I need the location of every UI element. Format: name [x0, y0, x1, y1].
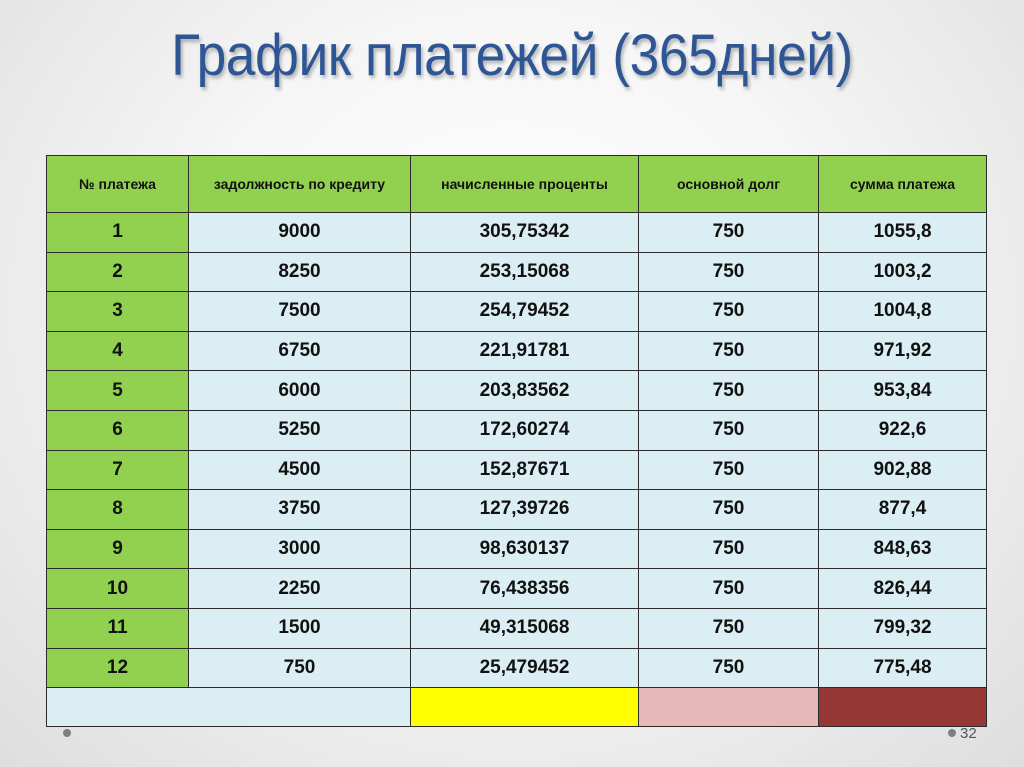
loan-balance-cell: 1500	[188, 607, 411, 649]
accrued-interest-cell: 76,438356	[410, 568, 639, 609]
footer-blank-cell	[46, 687, 411, 728]
payment-number-cell: 9	[46, 528, 189, 570]
payment-amount-cell: 799,32	[818, 607, 987, 649]
table-row: 8 3750 127,39726 750 877,4	[46, 489, 987, 530]
payment-schedule-table: № платежа задолжность по кредиту начисле…	[46, 155, 987, 728]
payment-number-cell: 3	[46, 291, 189, 332]
accrued-interest-cell: 98,630137	[410, 528, 639, 570]
loan-balance-cell: 5250	[188, 409, 411, 451]
payment-amount-cell: 953,84	[818, 370, 987, 411]
header-payment-number: № платежа	[46, 155, 189, 213]
accrued-interest-cell: 25,479452	[410, 647, 639, 689]
principal-cell: 750	[638, 370, 819, 411]
payment-amount-cell: 1055,8	[818, 212, 987, 253]
table-row: 9 3000 98,630137 750 848,63	[46, 528, 987, 570]
loan-balance-cell: 6000	[188, 370, 411, 411]
payment-number-cell: 4	[46, 330, 189, 372]
footer-principal-swatch	[638, 687, 819, 728]
header-accrued-interest: начисленные проценты	[410, 155, 639, 213]
loan-balance-cell: 6750	[188, 330, 411, 372]
accrued-interest-cell: 127,39726	[410, 489, 639, 530]
left-bullet-dot	[63, 729, 71, 737]
page-number: 32	[960, 725, 977, 742]
table-row: 6 5250 172,60274 750 922,6	[46, 409, 987, 451]
principal-cell: 750	[638, 212, 819, 253]
payment-amount-cell: 848,63	[818, 528, 987, 570]
header-payment-amount: сумма платежа	[818, 155, 987, 213]
payment-amount-cell: 922,6	[818, 409, 987, 451]
slide-title: График платежей (365дней)	[171, 23, 853, 88]
table-row: 5 6000 203,83562 750 953,84	[46, 370, 987, 411]
accrued-interest-cell: 203,83562	[410, 370, 639, 411]
loan-balance-cell: 7500	[188, 291, 411, 332]
table-row: 10 2250 76,438356 750 826,44	[46, 568, 987, 609]
accrued-interest-cell: 305,75342	[410, 212, 639, 253]
payment-amount-cell: 902,88	[818, 449, 987, 491]
footer-payment-swatch	[818, 687, 987, 728]
principal-cell: 750	[638, 409, 819, 451]
accrued-interest-cell: 49,315068	[410, 607, 639, 649]
principal-cell: 750	[638, 647, 819, 689]
table-row: 1 9000 305,75342 750 1055,8	[46, 212, 987, 253]
accrued-interest-cell: 253,15068	[410, 251, 639, 293]
table-header-row: № платежа задолжность по кредиту начисле…	[46, 155, 987, 213]
payment-number-cell: 5	[46, 370, 189, 411]
payment-number-cell: 1	[46, 212, 189, 253]
principal-cell: 750	[638, 449, 819, 491]
table-row: 7 4500 152,87671 750 902,88	[46, 449, 987, 491]
principal-cell: 750	[638, 528, 819, 570]
accrued-interest-cell: 172,60274	[410, 409, 639, 451]
payment-number-cell: 8	[46, 489, 189, 530]
payment-number-cell: 2	[46, 251, 189, 293]
loan-balance-cell: 3000	[188, 528, 411, 570]
principal-cell: 750	[638, 251, 819, 293]
table-row: 12 750 25,479452 750 775,48	[46, 647, 987, 689]
table-footer-row	[46, 687, 987, 728]
payment-amount-cell: 877,4	[818, 489, 987, 530]
principal-cell: 750	[638, 607, 819, 649]
loan-balance-cell: 3750	[188, 489, 411, 530]
loan-balance-cell: 9000	[188, 212, 411, 253]
accrued-interest-cell: 152,87671	[410, 449, 639, 491]
payment-amount-cell: 775,48	[818, 647, 987, 689]
table-row: 4 6750 221,91781 750 971,92	[46, 330, 987, 372]
payment-amount-cell: 1003,2	[818, 251, 987, 293]
principal-cell: 750	[638, 489, 819, 530]
header-loan-balance: задолжность по кредиту	[188, 155, 411, 213]
loan-balance-cell: 2250	[188, 568, 411, 609]
payment-amount-cell: 971,92	[818, 330, 987, 372]
table-row: 2 8250 253,15068 750 1003,2	[46, 251, 987, 293]
footer-interest-swatch	[410, 687, 639, 728]
principal-cell: 750	[638, 291, 819, 332]
principal-cell: 750	[638, 330, 819, 372]
payment-amount-cell: 826,44	[818, 568, 987, 609]
payment-number-cell: 10	[46, 568, 189, 609]
payment-number-cell: 11	[46, 607, 189, 649]
loan-balance-cell: 750	[188, 647, 411, 689]
payment-number-cell: 12	[46, 647, 189, 689]
header-principal: основной долг	[638, 155, 819, 213]
payment-amount-cell: 1004,8	[818, 291, 987, 332]
accrued-interest-cell: 254,79452	[410, 291, 639, 332]
right-bullet-dot	[948, 729, 956, 737]
payment-number-cell: 6	[46, 409, 189, 451]
table-row: 11 1500 49,315068 750 799,32	[46, 607, 987, 649]
accrued-interest-cell: 221,91781	[410, 330, 639, 372]
table-row: 3 7500 254,79452 750 1004,8	[46, 291, 987, 332]
payment-number-cell: 7	[46, 449, 189, 491]
principal-cell: 750	[638, 568, 819, 609]
loan-balance-cell: 4500	[188, 449, 411, 491]
loan-balance-cell: 8250	[188, 251, 411, 293]
